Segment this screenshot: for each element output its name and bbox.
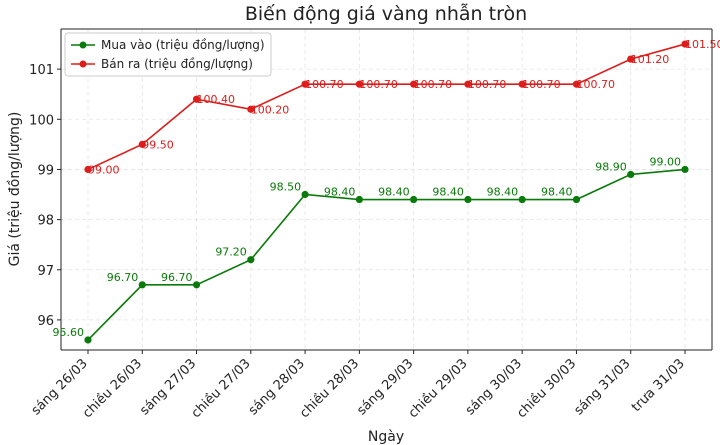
legend-marker-sell (79, 60, 87, 68)
data-point (138, 281, 146, 289)
x-tick-label: sáng 31/03 (571, 356, 633, 418)
data-label: 100.20 (251, 103, 290, 116)
data-label: 99.00 (88, 163, 120, 176)
data-point (410, 195, 418, 204)
legend-box (64, 32, 272, 77)
y-ticks: 96 97 98 99 100 101 (29, 63, 61, 329)
data-point (301, 190, 309, 199)
data-label: 100.70 (359, 78, 398, 91)
data-label: 96.70 (161, 271, 193, 284)
data-point (518, 195, 526, 204)
data-point (572, 195, 581, 204)
series-line (87, 43, 686, 171)
data-point (627, 170, 635, 179)
data-label: 98.40 (541, 186, 573, 199)
y-tick-label: 96 (37, 314, 54, 329)
y-tick-label: 98 (37, 214, 54, 229)
y-tick-label: 100 (29, 113, 54, 128)
grid (61, 29, 712, 350)
data-point (681, 40, 689, 48)
legend-label-buy: Mua vào (triệu đồng/lượng) (101, 38, 265, 52)
data-point (84, 165, 92, 174)
legend-label-sell: Bán ra (triệu đồng/lượng) (101, 57, 253, 71)
data-point (627, 55, 635, 63)
data-label: 98.40 (324, 186, 356, 199)
data-label: 100.70 (576, 78, 615, 91)
data-label: 99.50 (142, 138, 174, 151)
data-point (464, 80, 472, 88)
series-sell: 99.00 99.50 100.40 100.20 100.70 100.70 100.70… (84, 38, 720, 176)
data-point (464, 195, 472, 204)
data-point (681, 165, 689, 174)
data-point (247, 105, 255, 113)
y-tick-label: 97 (37, 264, 54, 279)
data-label: 100.70 (414, 78, 453, 91)
data-label: 101.50 (685, 38, 720, 51)
data-label: 100.70 (468, 78, 507, 91)
legend-marker-buy (79, 41, 87, 49)
data-point (192, 281, 201, 289)
series-line (87, 168, 686, 341)
y-tick-label: 101 (29, 63, 54, 78)
data-point (572, 80, 581, 88)
data-label: 95.60 (53, 326, 85, 339)
x-tick-label: trưa 31/03 (629, 356, 688, 415)
axes (60, 28, 713, 351)
data-point (355, 195, 363, 204)
data-point (355, 80, 363, 88)
data-label: 96.70 (107, 271, 139, 284)
data-point (192, 95, 201, 103)
data-label: 98.40 (378, 186, 410, 199)
data-point (138, 140, 146, 148)
data-label: 97.20 (215, 246, 247, 259)
data-point (410, 80, 418, 88)
data-label: 100.70 (305, 78, 344, 91)
data-label: 98.50 (270, 181, 302, 194)
series-buy: 95.60 96.70 96.70 97.20 98.50 98.40 98.40 98.40… (53, 155, 689, 344)
data-label: 100.40 (197, 93, 236, 106)
data-point (301, 80, 309, 88)
data-point (518, 80, 526, 88)
data-label: 98.40 (487, 186, 519, 199)
y-axis-label: Giá (triệu đồng/lượng) (6, 112, 23, 267)
data-label: 101.20 (631, 53, 670, 66)
data-point (84, 336, 92, 344)
chart-title: Biến động giá vàng nhẫn tròn (245, 2, 527, 25)
x-axis-label: Ngày (368, 429, 404, 445)
data-label: 98.40 (432, 186, 464, 199)
data-label: 99.00 (650, 155, 682, 168)
data-label: 98.90 (595, 160, 627, 173)
y-tick-label: 99 (37, 163, 54, 178)
series-group: 95.60 96.70 96.70 97.20 98.50 98.40 98.40 98.40… (53, 38, 720, 344)
data-label: 100.70 (522, 78, 561, 91)
plot-area (61, 29, 712, 350)
data-point (247, 256, 255, 264)
legend: Mua vào (triệu đồng/lượng) Bán ra (triệu… (64, 32, 272, 77)
